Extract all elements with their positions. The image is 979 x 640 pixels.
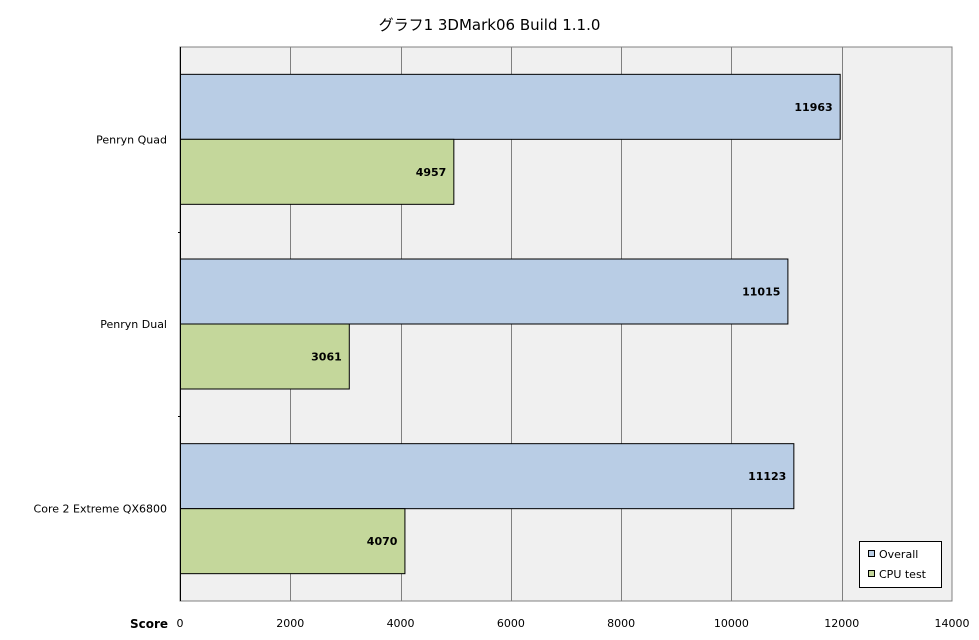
data-label: 11015 (742, 286, 780, 299)
category-label: Penryn Dual (100, 318, 167, 331)
x-tick-label: 6000 (497, 617, 525, 630)
x-axis-label: Score (130, 617, 168, 631)
category-label: Penryn Quad (96, 133, 167, 146)
chart-title: グラフ1 3DMark06 Build 1.1.0 (378, 16, 601, 34)
data-label: 11963 (794, 101, 832, 114)
legend-swatch (868, 570, 875, 577)
legend-label: CPU test (879, 568, 927, 581)
bar-overall (180, 258, 789, 325)
bar-cpu-test (180, 138, 455, 205)
x-tick-label: 10000 (714, 617, 749, 630)
data-label: 4070 (367, 535, 398, 548)
legend-label: Overall (879, 548, 918, 561)
data-label: 3061 (311, 351, 342, 364)
x-tick-label: 12000 (824, 617, 859, 630)
x-tick-label: 4000 (387, 617, 415, 630)
bar-cpu-test (180, 323, 350, 390)
x-tick-label: 2000 (276, 617, 304, 630)
legend-swatch (868, 550, 875, 557)
category-label: Core 2 Extreme QX6800 (34, 503, 167, 516)
bar-overall (180, 443, 795, 510)
x-tick-label: 0 (177, 617, 184, 630)
x-tick-label: 14000 (935, 617, 970, 630)
legend (859, 541, 942, 588)
bar-cpu-test (180, 508, 406, 575)
data-label: 4957 (416, 166, 447, 179)
x-tick-label: 8000 (607, 617, 635, 630)
data-label: 11123 (748, 470, 786, 483)
bar-overall (180, 73, 841, 140)
